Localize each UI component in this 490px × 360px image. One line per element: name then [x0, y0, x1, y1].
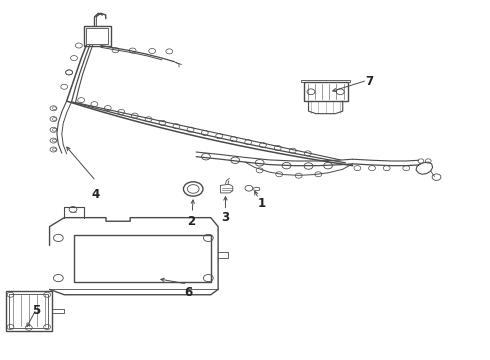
Text: 5: 5	[32, 305, 40, 318]
Bar	[301, 80, 350, 82]
Text: 4: 4	[92, 188, 100, 201]
Bar	[5, 291, 52, 330]
Bar	[9, 294, 48, 328]
Text: 6: 6	[185, 287, 193, 300]
Bar	[86, 28, 108, 44]
Text: 2: 2	[187, 215, 196, 228]
Text: 1: 1	[258, 197, 266, 210]
Text: 7: 7	[366, 75, 374, 88]
Bar	[304, 82, 347, 101]
Text: 3: 3	[221, 211, 229, 224]
Bar	[74, 235, 211, 282]
Bar	[84, 26, 111, 45]
